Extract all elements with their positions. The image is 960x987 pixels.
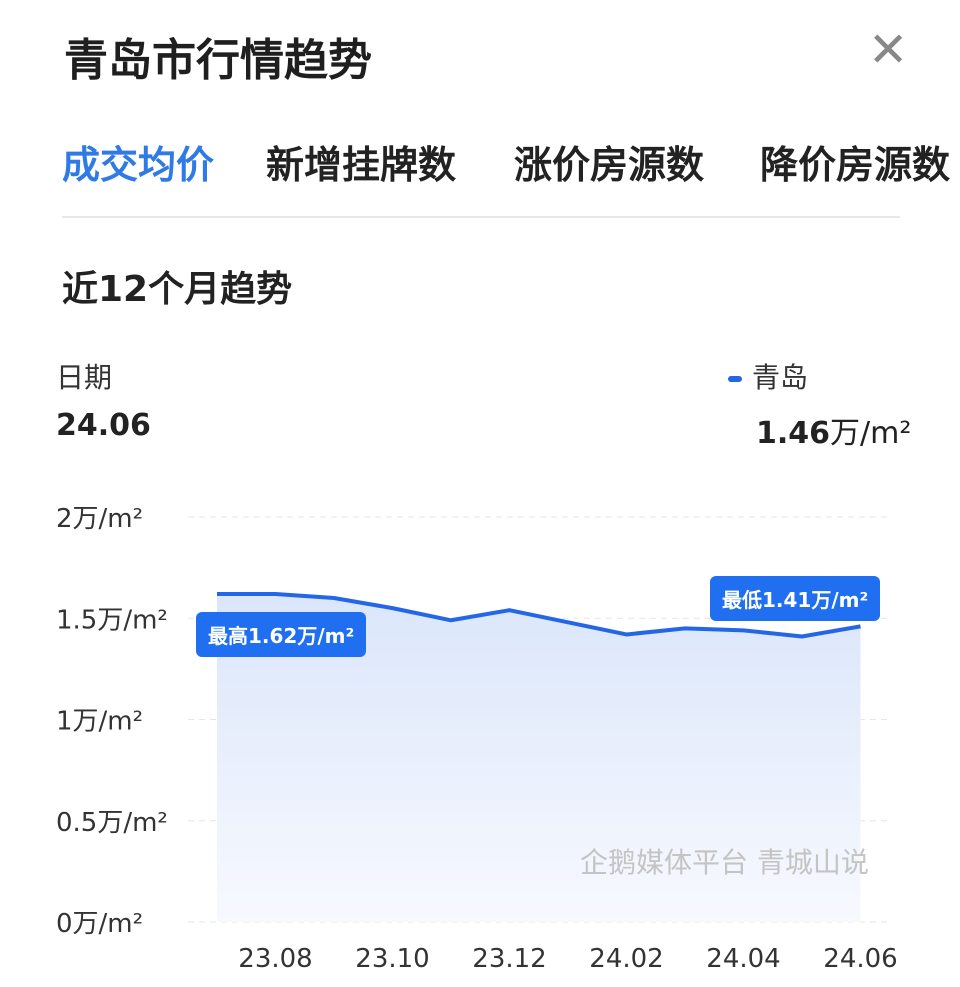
value-readout: 1.46万/m² xyxy=(756,408,911,452)
date-label: 日期 xyxy=(56,361,113,394)
max-annotation: 最高1.62万/m² xyxy=(196,611,367,657)
legend: 青岛 xyxy=(728,356,808,396)
watermark: 企鹅媒体平台 青城山说 xyxy=(580,846,869,879)
tab-price-up[interactable]: 涨价房源数 xyxy=(514,143,705,187)
readout-value: 1.46 xyxy=(756,416,831,451)
tab-new-listings[interactable]: 新增挂牌数 xyxy=(266,143,457,187)
tab-avg-price[interactable]: 成交均价 xyxy=(62,143,215,187)
y-tick-label: 1万/m² xyxy=(56,707,143,737)
x-tick-label: 24.04 xyxy=(706,944,780,974)
legend-series-name: 青岛 xyxy=(752,361,809,394)
series-line xyxy=(217,591,861,639)
y-tick-label: 0万/m² xyxy=(56,909,143,939)
x-tick-label: 24.06 xyxy=(823,944,897,974)
y-tick-label: 1.5万/m² xyxy=(56,605,168,635)
y-tick-label: 0.5万/m² xyxy=(56,808,168,838)
x-tick-label: 23.10 xyxy=(355,944,429,974)
readout-unit: 万/m² xyxy=(830,416,912,451)
min-annotation: 最低1.41万/m² xyxy=(710,576,881,622)
x-tick-label: 23.08 xyxy=(238,944,312,974)
x-tick-label: 24.02 xyxy=(589,944,663,974)
price-chart: 0万/m² 0.5万/m² 1万/m² 1.5万/m² 2万/m² 23.08 23.10… xyxy=(56,504,898,974)
date-value: 24.06 xyxy=(56,408,151,443)
close-icon[interactable]: ✕ xyxy=(868,22,909,78)
y-tick-label: 2万/m² xyxy=(56,504,143,534)
area-fill xyxy=(217,593,861,922)
x-tick-label: 23.12 xyxy=(472,944,546,974)
legend-dot-icon xyxy=(728,376,742,382)
page-title: 青岛市行情趋势 xyxy=(64,35,372,86)
divider xyxy=(62,216,900,218)
section-title: 近12个月趋势 xyxy=(62,269,293,310)
tab-price-down[interactable]: 降价房源数 xyxy=(760,143,951,187)
